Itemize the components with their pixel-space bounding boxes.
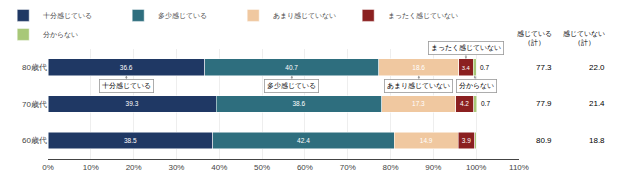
svg-text:分からない: 分からない: [459, 82, 494, 90]
svg-text:80歳代: 80歳代: [22, 63, 47, 72]
svg-text:40.7: 40.7: [285, 64, 298, 71]
svg-text:21.4: 21.4: [589, 99, 605, 108]
svg-text:18.6: 18.6: [412, 64, 425, 71]
svg-text:38.6: 38.6: [292, 100, 305, 107]
svg-text:まったく感じていない: まったく感じていない: [431, 44, 501, 52]
svg-text:分からない: 分からない: [43, 31, 78, 39]
svg-text:0%: 0%: [42, 163, 54, 172]
svg-text:十分感じている: 十分感じている: [43, 12, 92, 20]
svg-text:18.8: 18.8: [589, 136, 605, 145]
svg-text:100%: 100%: [466, 163, 486, 172]
svg-text:感じていない（計）: 感じていない（計）: [563, 30, 605, 47]
svg-text:20%: 20%: [126, 163, 142, 172]
svg-text:0.7: 0.7: [481, 100, 490, 107]
svg-text:10%: 10%: [83, 163, 99, 172]
svg-text:14.9: 14.9: [420, 137, 433, 144]
svg-text:80.9: 80.9: [536, 136, 552, 145]
svg-text:42.4: 42.4: [297, 137, 310, 144]
svg-text:40%: 40%: [211, 163, 227, 172]
svg-text:感じている（計）: 感じている（計）: [517, 30, 552, 47]
svg-text:3.4: 3.4: [462, 65, 471, 71]
svg-text:30%: 30%: [168, 163, 184, 172]
svg-text:70%: 70%: [340, 163, 356, 172]
svg-text:あまり感じていない: あまり感じていない: [387, 82, 450, 90]
svg-text:4.2: 4.2: [460, 100, 469, 107]
svg-text:90%: 90%: [425, 163, 441, 172]
svg-text:80%: 80%: [383, 163, 399, 172]
svg-text:38.5: 38.5: [124, 137, 137, 144]
svg-text:70歳代: 70歳代: [22, 100, 47, 109]
svg-text:50%: 50%: [254, 163, 270, 172]
svg-text:あまり感じていない: あまり感じていない: [273, 12, 336, 20]
svg-text:まったく感じていない: まったく感じていない: [388, 12, 458, 20]
svg-text:39.3: 39.3: [126, 100, 139, 107]
svg-text:多少感じている: 多少感じている: [267, 82, 316, 90]
svg-text:77.3: 77.3: [536, 63, 552, 72]
svg-text:十分感じている: 十分感じている: [102, 82, 151, 90]
svg-text:77.9: 77.9: [536, 99, 552, 108]
svg-text:多少感じている: 多少感じている: [158, 12, 207, 20]
svg-text:17.3: 17.3: [412, 100, 425, 107]
svg-text:36.6: 36.6: [120, 64, 133, 71]
svg-text:110%: 110%: [509, 163, 529, 172]
svg-text:60歳代: 60歳代: [22, 136, 47, 145]
svg-text:22.0: 22.0: [589, 63, 605, 72]
svg-text:0.7: 0.7: [480, 64, 489, 71]
svg-text:3.9: 3.9: [462, 137, 471, 144]
svg-text:60%: 60%: [297, 163, 313, 172]
